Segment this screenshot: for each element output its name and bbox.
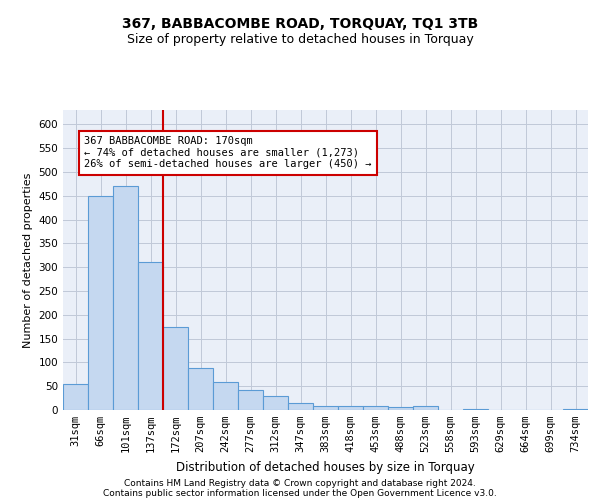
Bar [88,196,113,410]
Bar [163,326,188,410]
Text: 367, BABBACOMBE ROAD, TORQUAY, TQ1 3TB: 367, BABBACOMBE ROAD, TORQUAY, TQ1 3TB [122,18,478,32]
Bar [363,406,388,410]
Text: Contains public sector information licensed under the Open Government Licence v3: Contains public sector information licen… [103,488,497,498]
Bar [238,390,263,410]
Bar [188,368,213,410]
Bar [463,408,488,410]
Y-axis label: Number of detached properties: Number of detached properties [23,172,33,348]
Bar [413,406,438,410]
Bar [113,186,138,410]
Text: 367 BABBACOMBE ROAD: 170sqm
← 74% of detached houses are smaller (1,273)
26% of : 367 BABBACOMBE ROAD: 170sqm ← 74% of det… [84,136,372,170]
Bar [263,396,288,410]
Bar [313,406,338,410]
Bar [138,262,163,410]
Bar [388,407,413,410]
Bar [63,384,88,410]
Bar [288,403,313,410]
X-axis label: Distribution of detached houses by size in Torquay: Distribution of detached houses by size … [176,460,475,473]
Text: Size of property relative to detached houses in Torquay: Size of property relative to detached ho… [127,32,473,46]
Bar [213,382,238,410]
Bar [563,408,588,410]
Text: Contains HM Land Registry data © Crown copyright and database right 2024.: Contains HM Land Registry data © Crown c… [124,478,476,488]
Bar [338,406,363,410]
